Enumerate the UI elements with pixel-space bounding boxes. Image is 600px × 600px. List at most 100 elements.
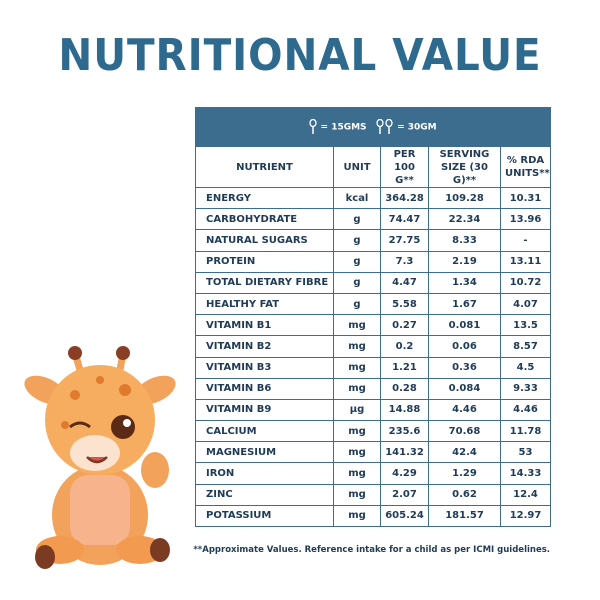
nutrient-name: POTASSIUM [195, 504, 334, 528]
table-cell: 27.75 [380, 229, 429, 252]
footnote: **Approximate Values. Reference intake f… [193, 545, 550, 555]
table-cell: mg [333, 356, 381, 379]
table-cell: 0.36 [428, 356, 501, 379]
table-cell: 7.3 [380, 250, 429, 273]
table-row: ENERGY kcal 364.28 109.28 10.31 [195, 186, 552, 210]
table-cell: mg [333, 377, 381, 400]
table-cell: µg [333, 398, 381, 422]
table-body: ENERGY kcal 364.28 109.28 10.31 CARBOHYDRATE g… [195, 186, 552, 528]
table-cell: kcal [333, 186, 381, 210]
column-header: % RDA UNITS** [499, 146, 552, 188]
table-row: VITAMIN B6 mg 0.28 0.084 9.33 [195, 377, 552, 400]
table-cell: 181.57 [428, 504, 501, 528]
table-cell: 0.27 [380, 314, 429, 337]
nutrient-name: VITAMIN B9 [195, 398, 334, 422]
table-row: CALCIUM mg 235.6 70.68 11.78 [195, 420, 552, 443]
table-cell: 1.29 [428, 462, 501, 485]
table-cell: 4.46 [499, 398, 552, 422]
table-cell: 70.68 [428, 420, 501, 443]
table-row: NATURAL SUGARS g 27.75 8.33- [195, 229, 552, 252]
scoop-bar: = 15GMS = 30GM [194, 107, 552, 147]
table-cell: - [499, 229, 552, 252]
table-cell: 235.6 [380, 420, 429, 443]
nutrient-name: VITAMIN B3 [195, 356, 334, 379]
table-cell: 0.2 [380, 335, 429, 358]
nutrient-name: PROTEIN [195, 250, 334, 273]
table-row: CARBOHYDRATE g 74.47 22.34 13.96 [195, 208, 552, 231]
page-title: NUTRITIONAL VALUE [58, 30, 542, 81]
scoop-note: = 15GMS [320, 122, 367, 133]
table-cell: 53 [499, 441, 552, 464]
header-row: NUTRIENT UNIT PER 100 G** SERVING SIZE (30 … [195, 146, 552, 188]
table-cell: 4.47 [380, 271, 429, 294]
table-cell: g [333, 208, 381, 231]
table-cell: mg [333, 483, 381, 506]
table-cell: 12.97 [499, 504, 552, 528]
table-cell: 74.47 [380, 208, 429, 231]
table-cell: 1.21 [380, 356, 429, 379]
table-cell: 4.5 [499, 356, 552, 379]
table-cell: 0.081 [428, 314, 501, 337]
column-header: SERVING SIZE (30 G)** [428, 146, 501, 188]
table-cell: 13.11 [499, 250, 552, 273]
spoon-icon [376, 118, 393, 134]
nutrient-name: ENERGY [195, 186, 334, 210]
table-cell: 14.33 [499, 462, 552, 485]
nutrition-table: = 15GMS = 30GM NUTRIENT UNIT PER 100 G** SE… [194, 107, 552, 528]
giraffe-illustration [24, 346, 176, 569]
table-cell: g [333, 229, 381, 252]
table-row: VITAMIN B2 mg 0.2 0.06 8.57 [195, 335, 552, 358]
column-header: UNIT [333, 146, 381, 188]
table-cell: 10.31 [499, 186, 552, 210]
table-cell: 4.29 [380, 462, 429, 485]
nutrient-name: VITAMIN B6 [195, 377, 334, 400]
table-cell: g [333, 250, 381, 273]
table-cell: 605.24 [380, 504, 429, 528]
table-cell: g [333, 292, 381, 316]
table-row: ZINC mg 2.07 0.62 12.4 [195, 483, 552, 506]
table-row: VITAMIN B1 mg 0.27 0.081 13.5 [195, 314, 552, 337]
table-cell: 0.084 [428, 377, 501, 400]
table-cell: mg [333, 504, 381, 528]
column-header: NUTRIENT [195, 146, 334, 188]
table-cell: mg [333, 420, 381, 443]
nutrient-name: HEALTHY FAT [195, 292, 334, 316]
table-cell: 2.07 [380, 483, 429, 506]
table-row: PROTEIN g 7.3 2.19 13.11 [195, 250, 552, 273]
nutrient-name: MAGNESIUM [195, 441, 334, 464]
table-cell: 8.33 [428, 229, 501, 252]
nutrient-name: ZINC [195, 483, 334, 506]
nutrient-name: CARBOHYDRATE [195, 208, 334, 231]
table-cell: 0.28 [380, 377, 429, 400]
scoop-note: = 30GM [397, 122, 437, 133]
table-row: HEALTHY FAT g 5.58 1.67 4.07 [195, 292, 552, 316]
table-cell: 42.4 [428, 441, 501, 464]
table-cell: 1.67 [428, 292, 501, 316]
table-cell: 13.96 [499, 208, 552, 231]
nutrient-name: TOTAL DIETARY FIBRE [195, 271, 334, 294]
spoon-icon [309, 118, 318, 134]
nutrient-name: CALCIUM [195, 420, 334, 443]
table-row: MAGNESIUM mg 141.32 42.4 53 [195, 441, 552, 464]
table-cell: mg [333, 314, 381, 337]
column-header: PER 100 G** [380, 146, 429, 188]
nutrient-name: VITAMIN B1 [195, 314, 334, 337]
table-row: IRON mg 4.29 1.29 14.33 [195, 462, 552, 485]
table-cell: 13.5 [499, 314, 552, 337]
table-cell: 4.07 [499, 292, 552, 316]
table-cell: 0.06 [428, 335, 501, 358]
table-cell: 22.34 [428, 208, 501, 231]
table-cell: 10.72 [499, 271, 552, 294]
table-cell: 2.19 [428, 250, 501, 273]
table-cell: g [333, 271, 381, 294]
table-cell: mg [333, 462, 381, 485]
table-row: TOTAL DIETARY FIBRE g 4.47 1.34 10.72 [195, 271, 552, 294]
table-cell: 364.28 [380, 186, 429, 210]
table-cell: 141.32 [380, 441, 429, 464]
nutrient-name: NATURAL SUGARS [195, 229, 334, 252]
nutrient-name: IRON [195, 462, 334, 485]
table-row: POTASSIUM mg 605.24 181.57 12.97 [195, 504, 552, 528]
table-cell: 11.78 [499, 420, 552, 443]
table-cell: 14.88 [380, 398, 429, 422]
table-cell: 5.58 [380, 292, 429, 316]
